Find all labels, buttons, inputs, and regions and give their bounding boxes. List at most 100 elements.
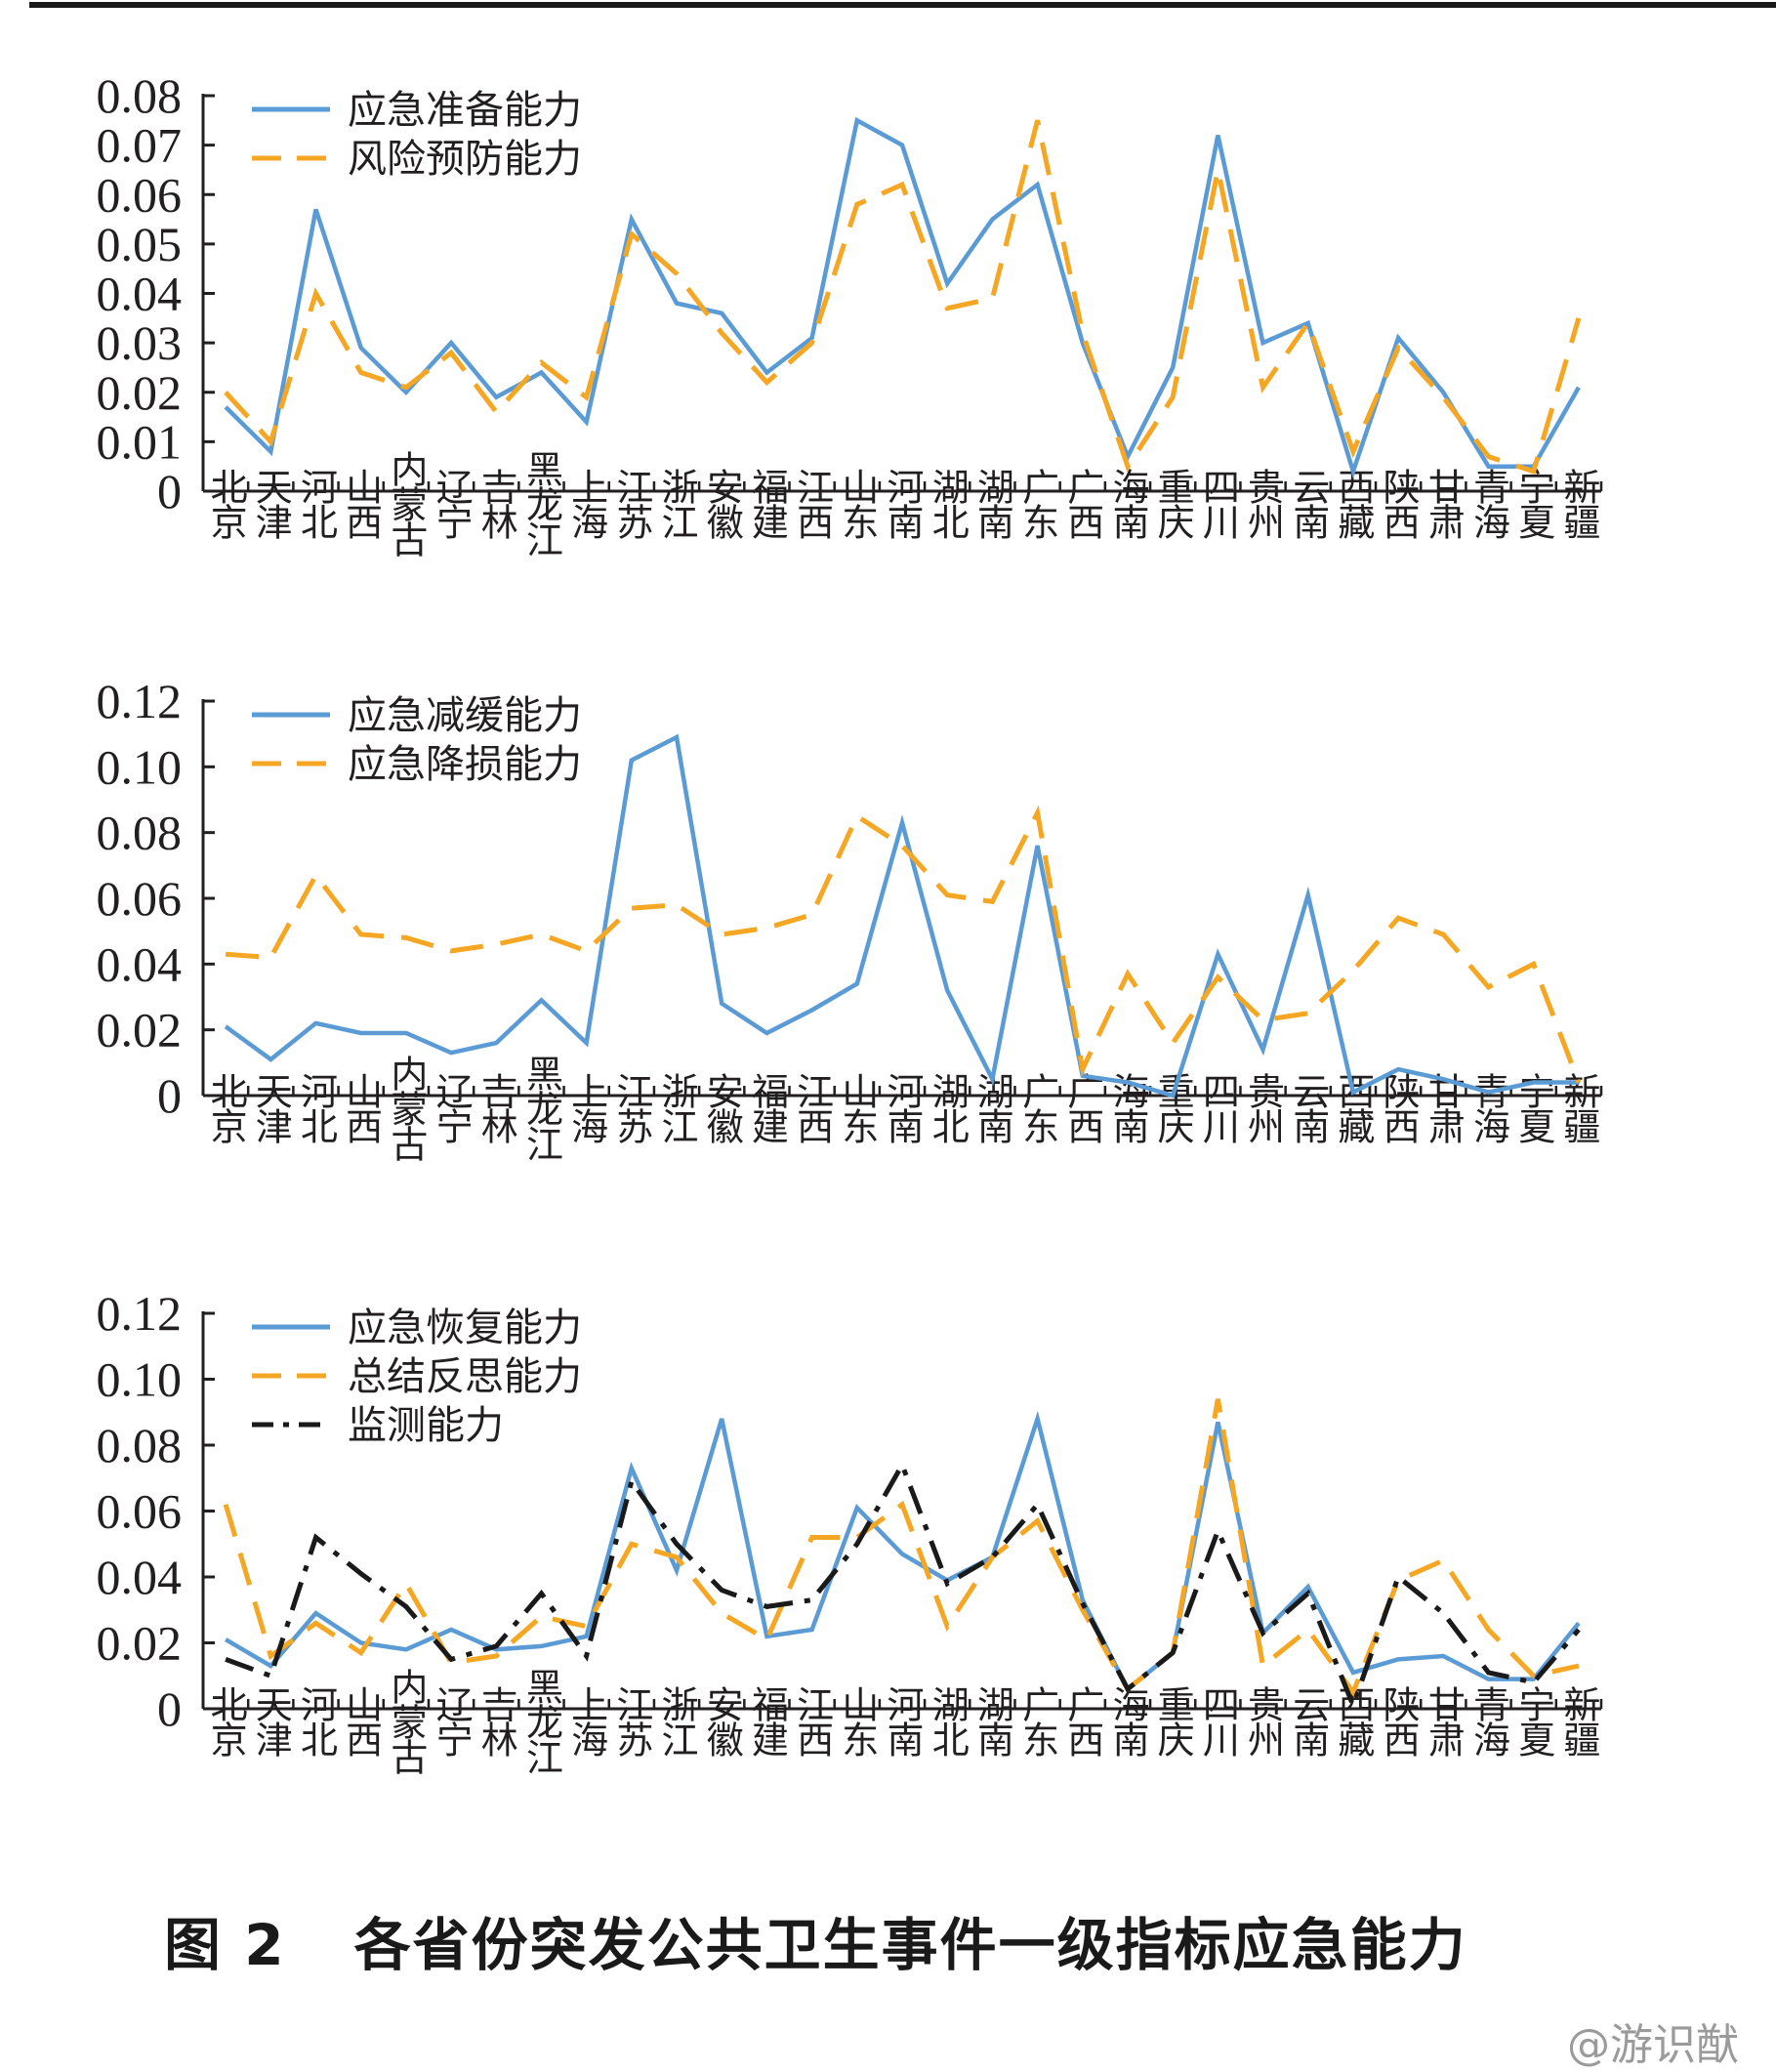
x-tick-label-11: 浙江	[655, 468, 698, 539]
x-tick-label-19: 广东	[1016, 1072, 1059, 1143]
x-tick-label-26: 西藏	[1332, 468, 1375, 540]
y-tick-label: 0.01	[97, 414, 183, 469]
series-line-3	[226, 1465, 1579, 1705]
x-tick-label-9: 上海	[565, 468, 608, 539]
y-tick-label: 0.12	[97, 1286, 183, 1341]
x-tick-label-19: 广东	[1016, 468, 1059, 539]
legend-label-3: 监测能力	[348, 1403, 504, 1448]
y-tick-label: 0.08	[97, 68, 183, 123]
x-tick-label-29: 青海	[1467, 468, 1510, 539]
x-tick-label-31: 新疆	[1557, 468, 1600, 539]
x-tick-label-16: 河南	[881, 468, 924, 539]
x-tick-label-14: 江西	[791, 1072, 834, 1143]
x-tick-label-29: 青海	[1467, 1072, 1510, 1143]
x-tick-label-2: 天津	[249, 468, 292, 539]
y-tick-label: 0	[157, 1068, 182, 1123]
x-tick-label-10: 江苏	[610, 1072, 653, 1143]
weibo-watermark: @游识猷	[1567, 2010, 1739, 2072]
x-tick-label-30: 宁夏	[1512, 1685, 1555, 1757]
x-tick-label-21: 海南	[1106, 1685, 1149, 1757]
legend-label-2: 总结反思能力	[348, 1354, 582, 1399]
x-tick-label-31: 新疆	[1557, 1685, 1600, 1757]
x-tick-label-11: 浙江	[655, 1072, 698, 1143]
y-tick-label: 0.02	[97, 365, 183, 420]
x-tick-label-2: 天津	[249, 1072, 292, 1143]
x-tick-label-25: 云南	[1287, 468, 1330, 539]
x-tick-label-10: 江苏	[610, 468, 653, 539]
x-tick-label-4: 山西	[340, 1072, 383, 1143]
x-tick-label-17: 湖北	[926, 1072, 969, 1143]
x-tick-label-20: 广西	[1061, 1685, 1104, 1757]
x-tick-label-6: 辽宁	[430, 1685, 473, 1757]
x-tick-label-27: 陕西	[1377, 1072, 1420, 1143]
x-tick-label-14: 江西	[791, 468, 834, 539]
y-tick-label: 0.05	[97, 217, 183, 271]
x-tick-label-22: 重庆	[1151, 468, 1194, 539]
x-tick-label-24: 贵州	[1242, 468, 1285, 539]
x-tick-label-23: 四川	[1196, 468, 1239, 539]
y-tick-label: 0.08	[97, 1418, 183, 1472]
x-tick-label-25: 云南	[1287, 1685, 1330, 1757]
series-line-1	[226, 737, 1579, 1096]
x-tick-label-8: 黑龙江	[519, 450, 562, 557]
legend-label-1: 应急恢复能力	[348, 1305, 582, 1350]
x-tick-label-10: 江苏	[610, 1685, 653, 1757]
x-tick-label-23: 四川	[1196, 1072, 1239, 1143]
y-tick-label: 0.04	[97, 267, 183, 321]
x-tick-label-20: 广西	[1061, 1072, 1104, 1143]
x-tick-label-12: 安徽	[700, 1072, 743, 1144]
x-tick-label-6: 辽宁	[430, 1072, 473, 1143]
x-tick-label-15: 山东	[836, 1685, 879, 1757]
x-tick-label-22: 重庆	[1151, 1685, 1194, 1757]
x-tick-label-16: 河南	[881, 1072, 924, 1143]
x-tick-label-28: 甘肃	[1422, 1685, 1465, 1758]
x-tick-label-9: 上海	[565, 1685, 608, 1757]
x-tick-label-22: 重庆	[1151, 1072, 1194, 1143]
legend-label-1: 应急准备能力	[348, 88, 582, 133]
y-tick-label: 0.04	[97, 936, 183, 991]
x-tick-label-6: 辽宁	[430, 468, 473, 539]
x-tick-label-13: 福建	[745, 1072, 788, 1143]
x-tick-label-7: 吉林	[475, 468, 517, 539]
x-tick-label-18: 湖南	[971, 468, 1013, 539]
x-tick-label-20: 广西	[1061, 468, 1104, 539]
y-tick-label: 0	[157, 1681, 182, 1736]
x-tick-label-1: 北京	[204, 468, 247, 540]
x-tick-label-5: 内蒙古	[385, 1055, 428, 1162]
y-tick-label: 0.08	[97, 806, 183, 860]
x-tick-label-27: 陕西	[1377, 468, 1420, 539]
x-tick-label-3: 河北	[294, 1072, 337, 1143]
legend-label-1: 应急减缓能力	[348, 693, 582, 738]
x-tick-label-1: 北京	[204, 1072, 247, 1144]
x-tick-label-24: 贵州	[1242, 1685, 1285, 1757]
x-tick-label-18: 湖南	[971, 1685, 1013, 1757]
y-tick-label: 0	[157, 464, 182, 518]
x-tick-label-4: 山西	[340, 468, 383, 539]
legend-label-2: 风险预防能力	[348, 137, 582, 182]
x-tick-label-30: 宁夏	[1512, 468, 1555, 539]
y-tick-label: 0.02	[97, 1003, 183, 1057]
x-tick-label-17: 湖北	[926, 1685, 969, 1757]
x-tick-label-4: 山西	[340, 1685, 383, 1757]
x-tick-label-12: 安徽	[700, 1685, 743, 1758]
x-tick-label-19: 广东	[1016, 1685, 1059, 1757]
legend-label-2: 应急降损能力	[348, 742, 582, 787]
x-tick-label-14: 江西	[791, 1685, 834, 1757]
x-tick-label-25: 云南	[1287, 1072, 1330, 1143]
x-tick-label-2: 天津	[249, 1685, 292, 1757]
x-tick-label-5: 内蒙古	[385, 450, 428, 558]
figure-title: 各省份突发公共卫生事件一级指标应急能力	[354, 1912, 1467, 1978]
x-tick-label-23: 四川	[1196, 1685, 1239, 1757]
x-tick-label-13: 福建	[745, 468, 788, 539]
x-tick-label-29: 青海	[1467, 1685, 1510, 1757]
x-tick-label-8: 黑龙江	[519, 1668, 562, 1774]
y-tick-label: 0.06	[97, 1484, 183, 1539]
x-tick-label-5: 内蒙古	[385, 1668, 428, 1775]
y-tick-label: 0.07	[97, 118, 183, 173]
x-tick-label-7: 吉林	[475, 1685, 517, 1757]
x-tick-label-21: 海南	[1106, 468, 1149, 539]
